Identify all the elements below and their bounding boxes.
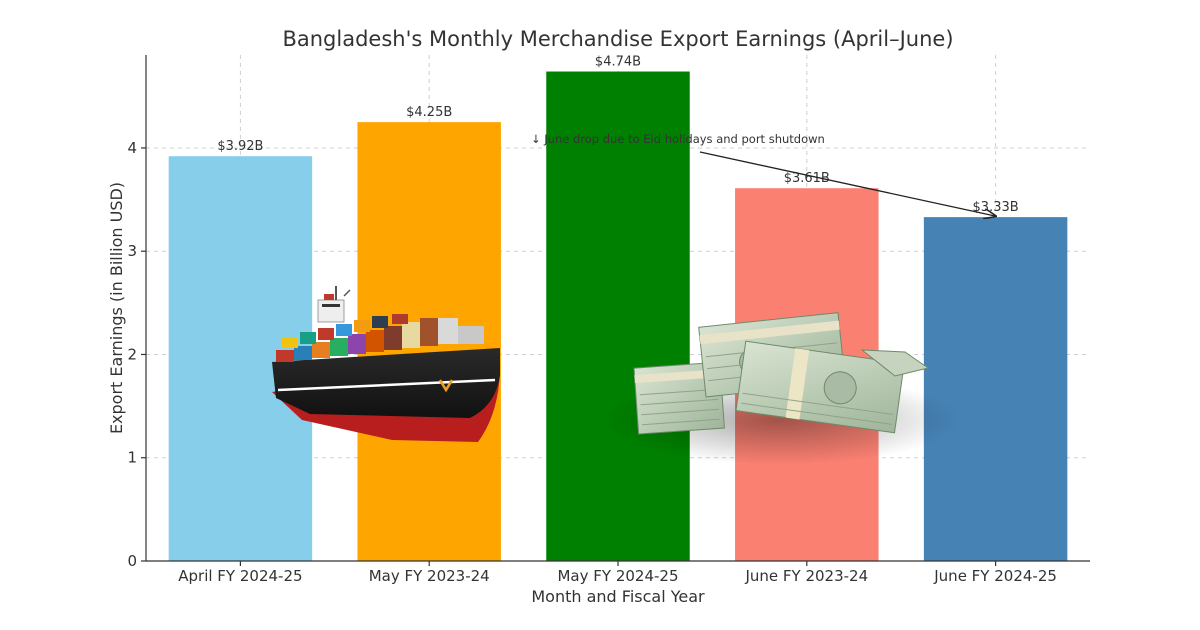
data-label: $3.92B (217, 139, 263, 154)
x-tick-label: June FY 2024-25 (933, 567, 1057, 585)
x-tick-label: April FY 2024-25 (178, 567, 302, 585)
y-tick-label: 1 (127, 449, 137, 467)
y-ticks: 0 1 2 3 4 (127, 139, 146, 570)
y-tick-label: 0 (127, 552, 137, 570)
y-tick-label: 4 (127, 139, 137, 157)
x-tick-label: May FY 2023-24 (369, 567, 490, 585)
data-label: $4.74B (595, 55, 641, 70)
bar (546, 71, 690, 561)
annotation-text: ↓ June drop due to Eid holidays and port… (531, 132, 825, 146)
data-labels: $3.92B$4.25B$4.74B$3.61B$3.33B (217, 55, 1018, 216)
x-tick-label: June FY 2023-24 (744, 567, 868, 585)
x-axis-label: Month and Fiscal Year (531, 587, 705, 606)
data-label: $3.61B (784, 171, 830, 186)
x-tick-label: May FY 2024-25 (557, 567, 678, 585)
dollar-bundles-illustration (600, 312, 960, 465)
x-ticks: April FY 2024-25 May FY 2023-24 May FY 202… (178, 561, 1057, 585)
chart-title: Bangladesh's Monthly Merchandise Export … (282, 27, 953, 51)
bar (923, 217, 1068, 561)
y-tick-label: 3 (127, 242, 137, 260)
y-tick-label: 2 (127, 345, 137, 363)
y-axis-label: Export Earnings (in Billion USD) (107, 182, 126, 434)
annotation-arrow (699, 151, 996, 216)
cargo-ship-illustration (272, 286, 500, 442)
data-label: $4.25B (406, 105, 452, 120)
